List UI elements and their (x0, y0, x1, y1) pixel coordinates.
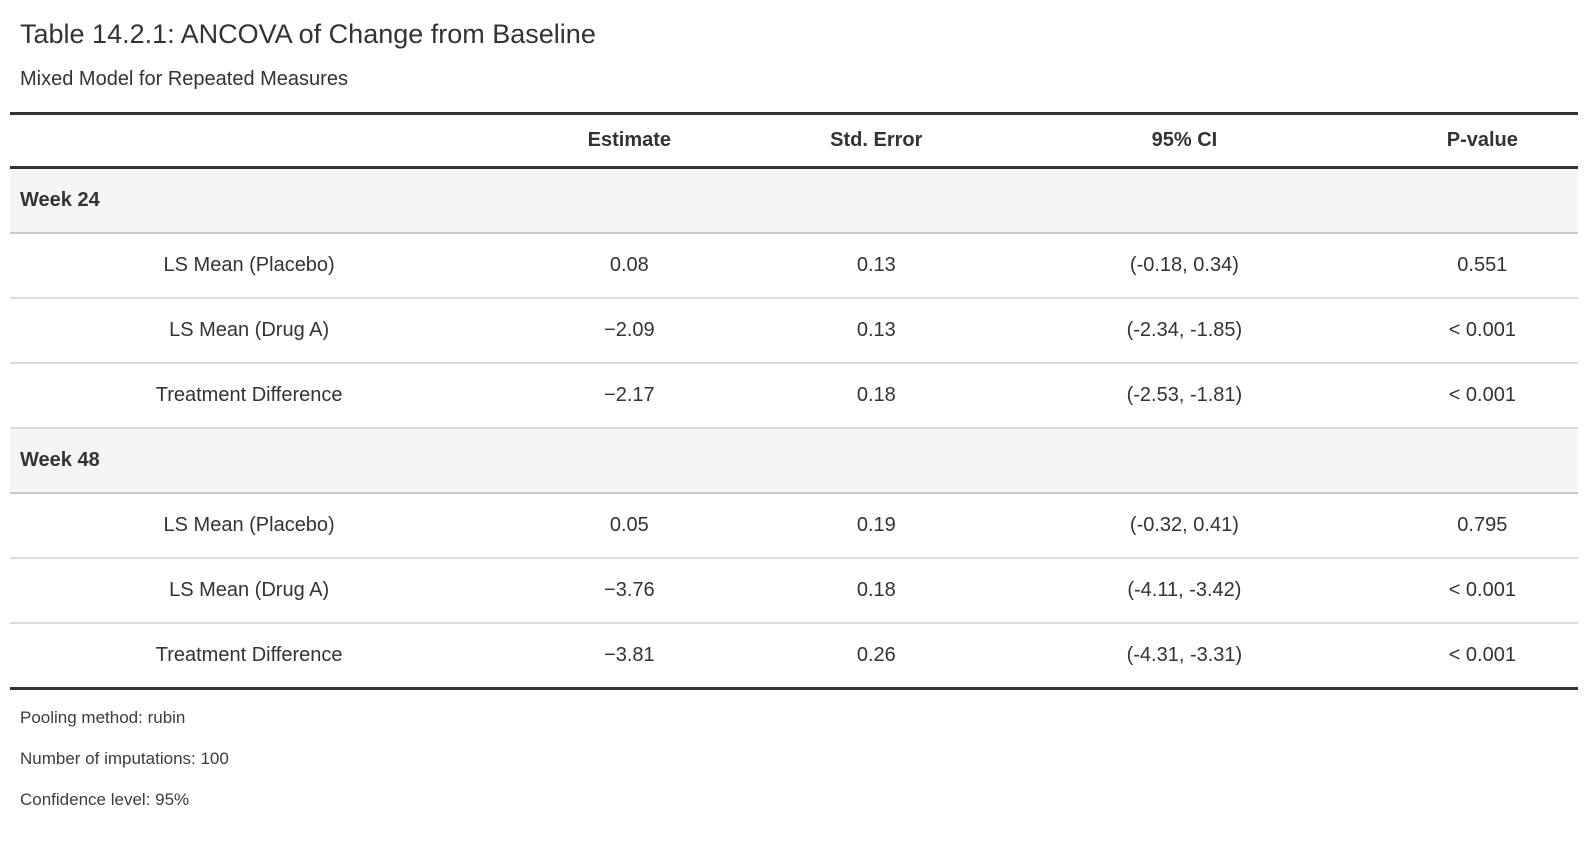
p-value-cell: < 0.001 (1386, 558, 1578, 624)
col-header-std-error: Std. Error (770, 113, 983, 169)
ci-cell: (-2.34, -1.85) (982, 298, 1387, 364)
row-label: LS Mean (Drug A) (10, 298, 489, 364)
std-error-cell: 0.13 (770, 233, 983, 299)
group-label: Week 24 (10, 167, 1578, 234)
std-error-cell: 0.19 (770, 493, 983, 559)
p-value-cell: 0.551 (1386, 233, 1578, 299)
col-header-p-value: P-value (1386, 113, 1578, 169)
table-subtitle: Mixed Model for Repeated Measures (20, 68, 348, 90)
ci-cell: (-4.31, -3.31) (982, 623, 1387, 689)
estimate-cell: 0.08 (488, 233, 771, 299)
ci-cell: (-4.11, -3.42) (982, 558, 1387, 624)
estimate-cell: 0.05 (488, 493, 771, 559)
estimate-cell: −2.17 (488, 363, 771, 429)
p-value-cell: < 0.001 (1386, 298, 1578, 364)
data-row: Treatment Difference −3.81 0.26 (-4.31, -3.… (10, 623, 1578, 689)
group-row: Week 48 (10, 428, 1578, 494)
table-header: Estimate Std. Error 95% CI P-value (10, 113, 1578, 169)
col-header-95ci: 95% CI (982, 113, 1387, 169)
footnote-pooling-method: Pooling method: rubin (20, 708, 186, 727)
data-row: LS Mean (Placebo) 0.08 0.13 (-0.18, 0.34) 0.… (10, 233, 1578, 299)
group-label: Week 48 (10, 428, 1578, 494)
col-header-stub (10, 113, 489, 169)
ci-cell: (-0.18, 0.34) (982, 233, 1387, 299)
footnote-imputations: Number of imputations: 100 (20, 749, 229, 768)
row-label: LS Mean (Placebo) (10, 233, 489, 299)
std-error-cell: 0.18 (770, 558, 983, 624)
footnote-confidence-level: Confidence level: 95% (20, 790, 190, 809)
std-error-cell: 0.13 (770, 298, 983, 364)
std-error-cell: 0.18 (770, 363, 983, 429)
data-row: Treatment Difference −2.17 0.18 (-2.53, -1.… (10, 363, 1578, 429)
p-value-cell: 0.795 (1386, 493, 1578, 559)
row-label: Treatment Difference (10, 363, 489, 429)
p-value-cell: < 0.001 (1386, 363, 1578, 429)
estimate-cell: −3.81 (488, 623, 771, 689)
ci-cell: (-2.53, -1.81) (982, 363, 1387, 429)
row-label: LS Mean (Placebo) (10, 493, 489, 559)
row-label: LS Mean (Drug A) (10, 558, 489, 624)
header-row: Estimate Std. Error 95% CI P-value (10, 113, 1578, 169)
estimate-cell: −2.09 (488, 298, 771, 364)
group-row: Week 24 (10, 167, 1578, 234)
std-error-cell: 0.26 (770, 623, 983, 689)
table-title: Table 14.2.1: ANCOVA of Change from Base… (20, 19, 596, 49)
ancova-results-table: Estimate Std. Error 95% CI P-value Week … (10, 112, 1578, 690)
estimate-cell: −3.76 (488, 558, 771, 624)
data-row: LS Mean (Drug A) −3.76 0.18 (-4.11, -3.42) <… (10, 558, 1578, 624)
data-row: LS Mean (Drug A) −2.09 0.13 (-2.34, -1.85) <… (10, 298, 1578, 364)
ci-cell: (-0.32, 0.41) (982, 493, 1387, 559)
row-label: Treatment Difference (10, 623, 489, 689)
table-body: Week 24 LS Mean (Placebo) 0.08 0.13 (-0.18, … (10, 167, 1578, 689)
col-header-estimate: Estimate (488, 113, 771, 169)
data-row: LS Mean (Placebo) 0.05 0.19 (-0.32, 0.41) 0.… (10, 493, 1578, 559)
p-value-cell: < 0.001 (1386, 623, 1578, 689)
source-notes: Pooling method: rubin Number of imputati… (10, 690, 1578, 821)
